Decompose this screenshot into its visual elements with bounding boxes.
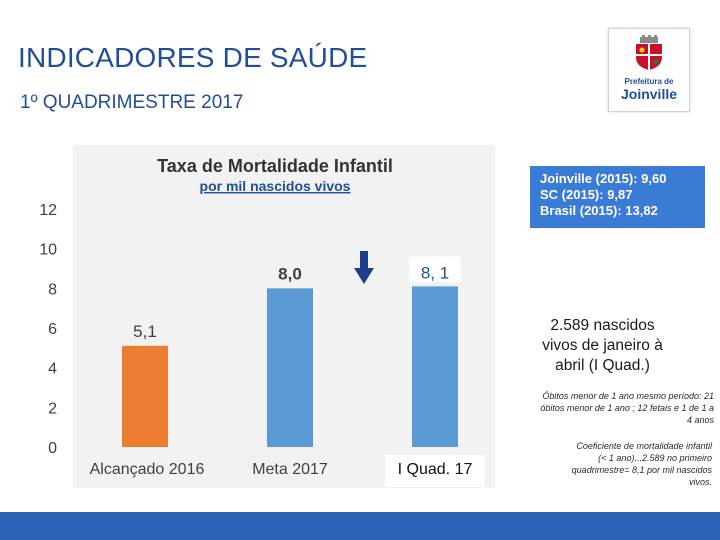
x-label-bg — [385, 455, 485, 487]
prefeitura-logo: Prefeitura de Joinville — [608, 28, 690, 112]
y-tick-label: 0 — [48, 440, 57, 457]
x-axis: Alcançado 2016 Meta 2017 I Quad. 17 — [90, 455, 485, 487]
reference-rates-box: Joinville (2015): 9,60 SC (2015): 9,87 B… — [530, 166, 705, 228]
data-label-2: 8,0 — [278, 264, 302, 283]
data-label-bg — [409, 256, 461, 283]
y-tick-label: 8 — [48, 281, 57, 298]
y-tick-label: 10 — [39, 242, 57, 259]
data-label-1: 5,1 — [133, 322, 157, 341]
x-tick-label: Alcançado 2016 — [90, 461, 205, 478]
bar-3 — [412, 286, 458, 447]
page-title: INDICADORES DE SAÚDE — [18, 42, 368, 73]
page-subtitle: 1º QUADRIMESTRE 2017 — [20, 92, 244, 113]
footer-bar — [0, 512, 720, 540]
births-summary: 2.589 nascidos vivos de janeiro à abril … — [535, 316, 670, 376]
births-text: nascidos vivos de janeiro à abril (I Qua… — [542, 317, 663, 374]
data-labels: 5,1 8,0 8, 1 — [133, 256, 461, 341]
y-tick-label: 4 — [48, 361, 57, 378]
data-label-3: 8, 1 — [421, 263, 449, 282]
logo-line-2: Joinville — [620, 86, 678, 102]
reference-line-joinville: Joinville (2015): 9,60 — [540, 171, 667, 186]
x-tick-label: Meta 2017 — [252, 461, 328, 478]
bar-1 — [122, 345, 168, 447]
bar-series — [122, 286, 458, 447]
y-axis: 0 2 4 6 8 10 12 — [39, 202, 57, 457]
footer-tab — [646, 494, 670, 512]
coat-of-arms-icon — [636, 35, 662, 70]
coefficient-note: Coeficiente de mortalidade infantil (< 1… — [571, 441, 712, 487]
logo-line-1: Prefeitura de — [624, 77, 674, 86]
arrow-shaft — [360, 251, 368, 268]
deaths-note: Óbitos menor de 1 ano mesmo período: 21 … — [540, 391, 714, 425]
y-tick-label: 12 — [39, 202, 57, 219]
y-tick-label: 2 — [48, 400, 57, 417]
down-arrow-icon — [354, 251, 374, 284]
y-tick-label: 6 — [48, 321, 57, 338]
births-number: 2.589 — [550, 317, 590, 334]
bar-2 — [267, 288, 313, 447]
chart-title: Taxa de Mortalidade Infantil — [157, 156, 393, 176]
arrow-head — [354, 268, 374, 284]
reference-line-brasil: Brasil (2015): 13,82 — [540, 203, 658, 218]
reference-line-sc: SC (2015): 9,87 — [540, 187, 633, 202]
x-tick-label: I Quad. 17 — [398, 461, 473, 478]
chart-subtitle: por mil nascidos vivos — [200, 178, 351, 194]
